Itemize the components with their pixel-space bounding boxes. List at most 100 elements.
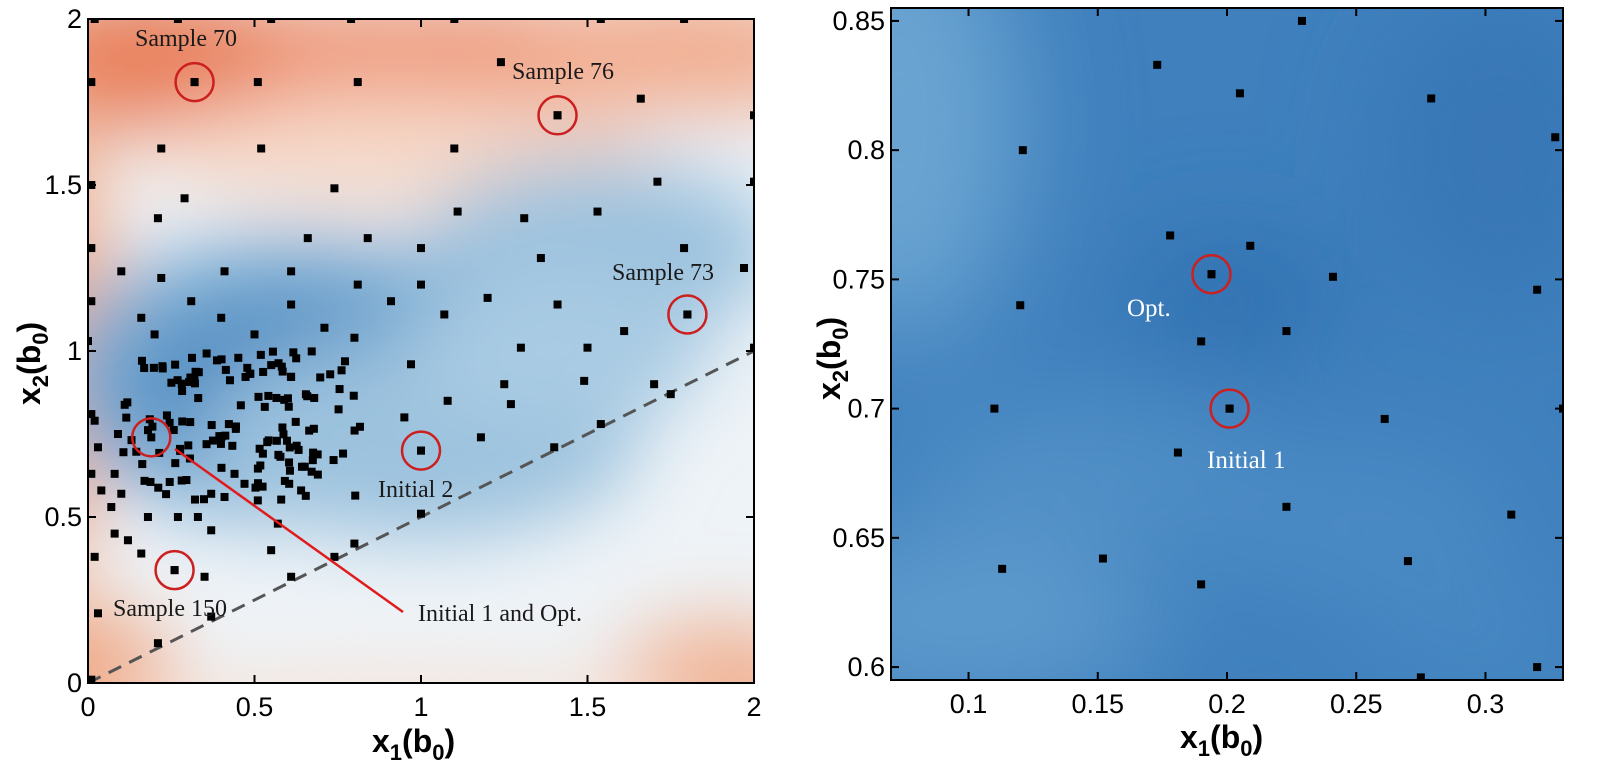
sample-point-0-84 (200, 572, 209, 581)
sample-point-0-17 (750, 111, 754, 120)
sample-point-0-64 (88, 675, 96, 683)
highlight-circle-0-2 (667, 294, 708, 335)
left-contour-background (88, 19, 754, 683)
sample-point-0-63 (93, 609, 102, 618)
sample-point-1-21 (1098, 554, 1107, 563)
sample-point-0-133 (217, 355, 226, 364)
label-initial-2: Initial 2 (378, 477, 453, 503)
sample-point-0-7 (347, 19, 356, 23)
sample-point-0-154 (278, 367, 287, 376)
sample-point-0-243 (236, 401, 245, 410)
sample-point-0-62 (90, 552, 99, 561)
sample-point-0-139 (309, 424, 318, 433)
highlight-circle-0-5 (131, 417, 172, 458)
sample-point-0-23 (153, 214, 162, 223)
highlight-point-0-2 (683, 310, 692, 319)
sample-point-0-78 (476, 433, 485, 442)
highlight-point-0-1 (553, 111, 562, 120)
sample-point-0-126 (313, 450, 322, 459)
sample-point-0-120 (313, 470, 322, 479)
sample-point-0-212 (212, 356, 221, 365)
sample-point-0-4 (636, 94, 645, 103)
label-initial-1-and-opt: Initial 1 and Opt. (418, 601, 582, 627)
sample-point-0-104 (117, 489, 126, 498)
sample-point-0-155 (254, 392, 263, 401)
highlight-point-0-0 (190, 78, 199, 87)
sample-point-0-97 (207, 526, 216, 535)
sample-point-0-205 (255, 444, 264, 453)
sample-point-0-241 (162, 490, 171, 499)
sample-point-0-162 (119, 448, 128, 457)
panel-left-contour-plot: 0 0.5 1 1.5 2 0 0.5 1 1.5 2 Sample 70 Sample 76 … (11, 4, 762, 765)
sample-point-0-165 (259, 367, 268, 376)
right-x-ticks: 0.1 0.15 0.2 0.25 0.3 (950, 8, 1504, 719)
sample-point-0-179 (241, 372, 250, 381)
sample-point-0-30 (680, 244, 689, 253)
sample-point-1-12 (1282, 327, 1291, 336)
sample-point-0-201 (301, 491, 310, 500)
sample-point-0-131 (285, 458, 294, 467)
sample-point-0-225 (186, 373, 195, 382)
sample-point-0-242 (177, 379, 186, 388)
sample-point-0-145 (234, 353, 243, 362)
sample-point-0-75 (400, 413, 409, 422)
left-y-ticks: 0 0.5 1 1.5 2 (44, 4, 754, 698)
x-tick-label-1-3: 0.25 (1330, 689, 1383, 719)
sample-point-0-58 (750, 343, 754, 352)
y-tick-label-0-3: 1.5 (44, 170, 82, 200)
sample-point-0-152 (355, 422, 364, 431)
sample-point-0-32 (117, 267, 126, 276)
sample-point-0-140 (246, 369, 255, 378)
sample-point-0-206 (221, 431, 230, 440)
sample-point-0-128 (285, 479, 294, 488)
sample-point-0-96 (193, 513, 202, 521)
sample-point-0-29 (536, 254, 545, 263)
sample-point-0-98 (253, 496, 262, 505)
sample-point-1-3 (1427, 94, 1436, 103)
sample-point-0-1 (253, 78, 262, 87)
sample-point-0-136 (277, 495, 286, 504)
sample-point-0-192 (202, 349, 211, 358)
sample-point-1-18 (1173, 448, 1182, 457)
highlight-point-0-3 (417, 446, 425, 455)
sample-point-0-157 (138, 460, 147, 469)
sample-point-1-7 (1246, 241, 1255, 250)
sample-point-0-76 (550, 443, 559, 452)
sample-point-0-101 (230, 469, 239, 478)
sample-point-1-10 (1016, 301, 1025, 310)
sample-point-0-223 (335, 385, 344, 394)
sample-point-0-73 (443, 396, 452, 405)
sample-point-0-44 (483, 293, 492, 302)
sample-point-0-214 (216, 439, 225, 448)
sample-point-0-236 (154, 483, 163, 492)
highlight-point-1-1 (1225, 404, 1234, 413)
sample-point-0-70 (666, 390, 675, 399)
sample-point-0-169 (278, 423, 287, 432)
sample-point-0-113 (167, 378, 176, 387)
initial-1-leader-line (174, 447, 404, 614)
sample-point-0-81 (350, 539, 359, 548)
sample-point-0-87 (153, 639, 162, 648)
sample-point-0-8 (450, 19, 459, 23)
sample-point-1-9 (1328, 272, 1337, 281)
sample-point-0-182 (149, 363, 158, 372)
sample-point-0-41 (187, 297, 196, 306)
label-opt: Opt. (1127, 295, 1171, 322)
sample-point-0-160 (173, 376, 182, 385)
sample-point-0-149 (272, 436, 281, 445)
sample-point-0-46 (137, 313, 146, 322)
sample-point-0-39 (417, 280, 425, 289)
sample-point-1-5 (1551, 133, 1560, 142)
sample-point-0-216 (187, 353, 196, 362)
sample-point-0-132 (208, 436, 217, 445)
sample-point-0-189 (169, 426, 178, 435)
highlight-circle-0-0 (174, 61, 215, 103)
sample-point-0-226 (292, 354, 301, 363)
label-initial-1: Initial 1 (1207, 447, 1285, 474)
sample-point-0-233 (285, 466, 294, 475)
sample-point-0-69 (580, 376, 589, 385)
sample-point-0-34 (287, 267, 296, 276)
sample-point-1-13 (1197, 337, 1206, 346)
sample-point-1-6 (1166, 231, 1175, 240)
y-tick-label-0-2: 1 (67, 336, 82, 366)
